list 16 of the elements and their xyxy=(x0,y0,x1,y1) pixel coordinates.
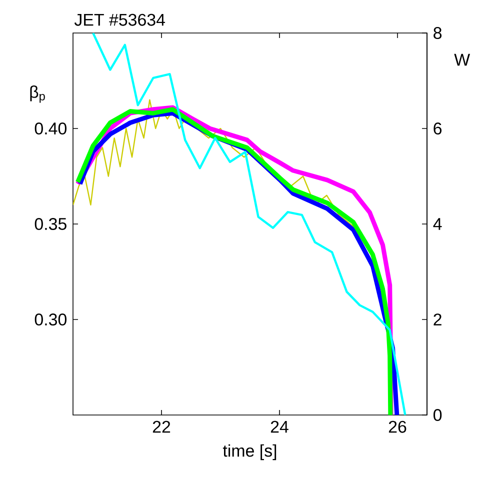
x-tick-label: 26 xyxy=(388,420,406,433)
chart-title: JET #53634 xyxy=(74,14,166,26)
x-tick-label: 22 xyxy=(152,420,170,433)
y-tick-label: 0.40 xyxy=(34,122,66,134)
x-axis-title: time [s] xyxy=(222,444,276,460)
y2-axis-title: W xyxy=(454,54,470,66)
y-axis-title: β$_{p}$ xyxy=(30,85,45,103)
y-tick-label: 0.35 xyxy=(34,218,66,230)
line-series xyxy=(92,33,406,415)
y2-tick-label: 0 xyxy=(434,409,442,421)
y-tick-label: 0.30 xyxy=(34,314,66,326)
y2-tick-label: 2 xyxy=(434,314,442,326)
y2-tick-label: 6 xyxy=(434,122,442,135)
y2-tick-label: 8 xyxy=(434,27,442,40)
x-tick-label: 24 xyxy=(270,420,288,433)
y2-tick-label: 4 xyxy=(433,218,442,230)
